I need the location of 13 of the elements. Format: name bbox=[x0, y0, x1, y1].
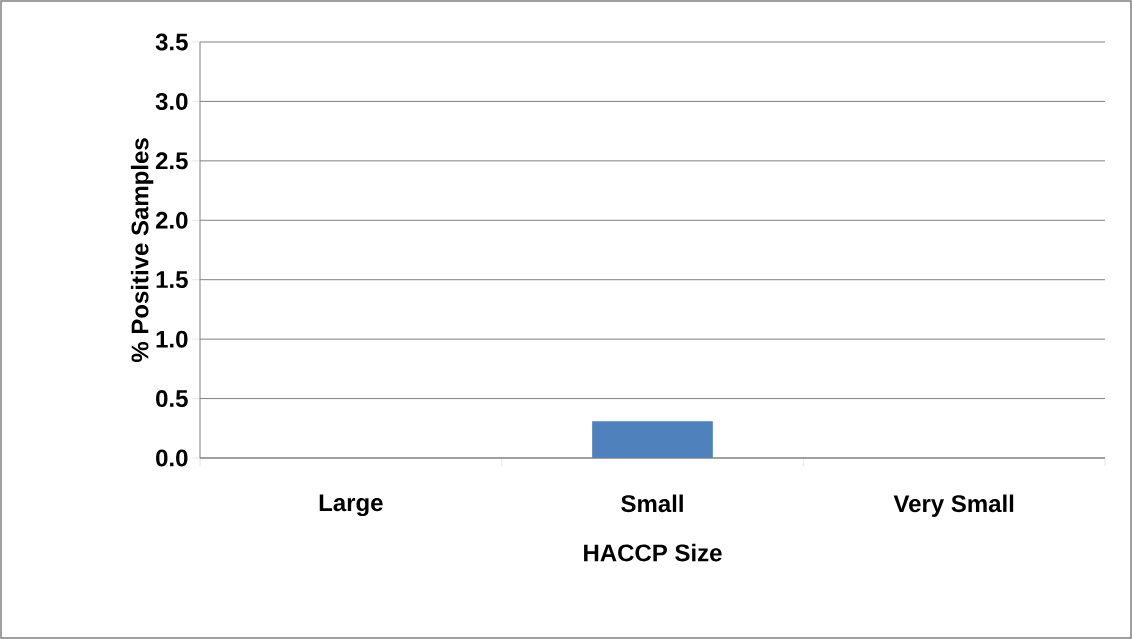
x-tick-label: Very Small bbox=[893, 494, 1014, 517]
x-tick-label: Large bbox=[319, 494, 383, 517]
x-axis-title: HACCP Size bbox=[584, 543, 722, 562]
y-tick-label: 1.0 bbox=[156, 330, 188, 348]
y-tick-label: 3.0 bbox=[155, 92, 188, 110]
y-tick-label: 1.5 bbox=[156, 271, 188, 289]
y-axis-title: % Positive Samples bbox=[130, 138, 154, 363]
y-tick-label: 2.0 bbox=[155, 211, 188, 229]
y-tick-label: 2.5 bbox=[155, 152, 188, 170]
y-tick-label: 0.5 bbox=[156, 390, 188, 408]
x-tick-label: Small bbox=[621, 494, 683, 513]
y-tick-label: 3.5 bbox=[155, 33, 188, 51]
y-tick-label: 0.0 bbox=[156, 449, 188, 467]
